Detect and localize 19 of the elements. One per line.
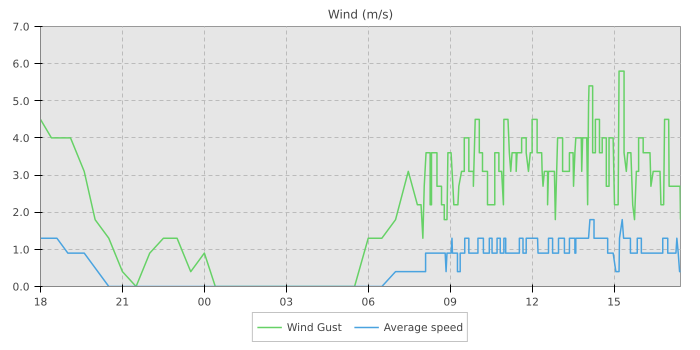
x-tick-label: 18 [34, 296, 48, 308]
y-tick-label: 0.0 [12, 280, 30, 294]
y-tick-label: 1.0 [12, 243, 30, 256]
x-tick-label: 15 [607, 296, 621, 308]
chart-title: Wind (m/s) [328, 8, 394, 22]
x-tick-label: 00 [198, 296, 212, 308]
y-tick-label: 4.0 [12, 132, 30, 145]
x-tick-label: 12 [525, 296, 539, 308]
legend-label: Wind Gust [286, 320, 342, 334]
x-tick-label: 21 [116, 296, 130, 308]
y-tick-label: 6.0 [12, 58, 30, 71]
x-tick-label: 09 [443, 296, 458, 308]
x-tick-label: 03 [280, 296, 294, 308]
y-tick-label: 2.0 [12, 206, 30, 220]
legend-label: Average speed [384, 320, 464, 334]
y-tick-label: 3.0 [12, 169, 30, 182]
x-tick-label: 06 [361, 296, 376, 308]
y-tick-label: 7.0 [12, 20, 30, 34]
y-tick-label: 5.0 [12, 94, 30, 108]
